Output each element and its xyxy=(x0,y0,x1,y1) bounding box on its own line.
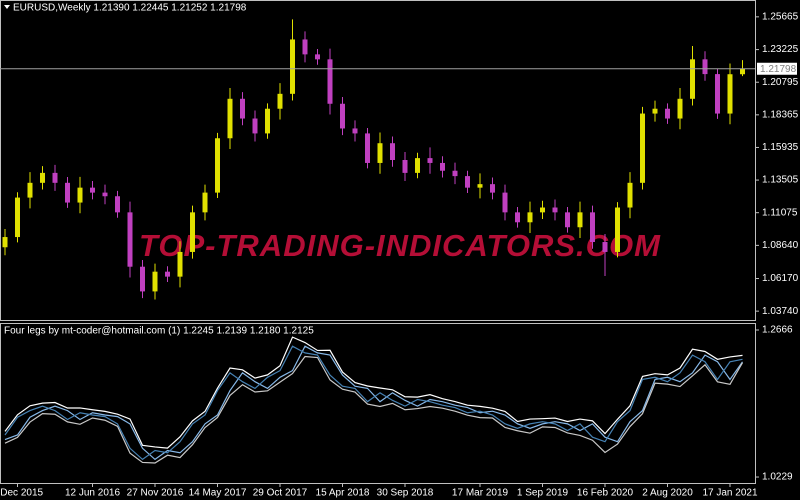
candle-body xyxy=(490,184,495,193)
x-tick-label: 2 Dec 2015 xyxy=(0,488,44,499)
indicator-line xyxy=(4,345,743,461)
main-frame xyxy=(0,0,756,321)
y-tick-label: 1.08640 xyxy=(762,240,799,251)
candle-body xyxy=(52,172,58,183)
candle-body xyxy=(627,182,633,208)
candle-body xyxy=(440,162,445,171)
x-tick-label: 2 Aug 2020 xyxy=(642,488,693,499)
menu-icon[interactable] xyxy=(4,5,10,9)
candle-body xyxy=(252,118,258,134)
chart-title: EURUSD,Weekly 1.21390 1.22445 1.21252 1.… xyxy=(13,3,247,14)
candle-body xyxy=(140,266,145,292)
candle-body xyxy=(552,207,558,213)
y-tick-label: 1.18365 xyxy=(762,109,799,120)
candle-body xyxy=(265,108,270,134)
candle-body xyxy=(665,108,670,119)
candle-body xyxy=(702,59,708,75)
candle-body xyxy=(290,39,295,94)
candle-body xyxy=(590,212,595,243)
candle-body xyxy=(577,212,583,228)
candle-body xyxy=(690,59,695,99)
y-tick-label: 1.25665 xyxy=(762,11,799,22)
y-tick-label: 1.0229 xyxy=(762,472,793,483)
y-tick-label: 1.20795 xyxy=(762,77,799,88)
candle-body xyxy=(277,93,283,109)
candle-body xyxy=(427,158,433,163)
candle-body xyxy=(152,271,158,292)
candle-body xyxy=(365,133,370,163)
y-tick-label: 1.2666 xyxy=(762,325,793,336)
candle-body xyxy=(540,207,545,213)
candle-body xyxy=(327,59,333,104)
candle-body xyxy=(352,128,358,134)
indicator-line xyxy=(4,336,743,449)
candle-body xyxy=(640,113,645,183)
indicator-title: Four legs by mt-coder@hotmail.com (1) 1.… xyxy=(4,326,314,337)
y-tick-label: 1.11075 xyxy=(762,207,798,218)
candle-body xyxy=(415,158,420,173)
x-tick-label: 15 Apr 2018 xyxy=(316,488,370,499)
candle-body xyxy=(527,212,533,223)
candle-body xyxy=(390,143,395,160)
candle-body xyxy=(615,207,620,252)
candle-body xyxy=(377,143,383,163)
candle-body xyxy=(302,39,308,55)
candle-body xyxy=(515,212,520,223)
candle-body xyxy=(227,98,233,139)
candle-body xyxy=(565,212,570,228)
candle-body xyxy=(402,160,408,173)
x-tick-label: 27 Nov 2016 xyxy=(127,488,184,499)
candle-body xyxy=(2,237,8,248)
candle-body xyxy=(15,197,20,238)
candle-body xyxy=(215,138,220,193)
x-tick-label: 1 Sep 2019 xyxy=(517,488,569,499)
x-tick-label: 17 Jan 2021 xyxy=(702,488,757,499)
current-price-label: 1.21798 xyxy=(760,64,797,75)
candle-body xyxy=(452,170,458,177)
candle-body xyxy=(677,98,683,119)
candle-body xyxy=(740,68,745,75)
indicator-line xyxy=(4,355,744,464)
watermark: TOP-TRADING-INDICATORS.COM xyxy=(139,228,661,263)
candle-body xyxy=(465,176,470,188)
candle-body xyxy=(315,54,320,60)
candle-body xyxy=(502,192,508,213)
x-tick-label: 17 Mar 2019 xyxy=(452,488,509,499)
x-tick-label: 29 Oct 2017 xyxy=(253,488,308,499)
candle-body xyxy=(65,182,70,203)
candle-body xyxy=(77,187,83,203)
y-tick-label: 1.06170 xyxy=(762,273,799,284)
candle-body xyxy=(190,212,195,252)
candle-body xyxy=(202,192,208,213)
x-tick-label: 12 Jun 2016 xyxy=(65,488,120,499)
indicator-frame xyxy=(0,323,756,484)
candle-body xyxy=(340,103,345,129)
candle-body xyxy=(102,192,108,197)
candle-body xyxy=(27,182,33,198)
indicator-line xyxy=(4,345,743,461)
y-tick-label: 1.13505 xyxy=(762,175,799,186)
candle-body xyxy=(115,196,120,213)
candle-body xyxy=(165,271,170,277)
y-tick-label: 1.23225 xyxy=(762,44,799,55)
y-tick-label: 1.03740 xyxy=(762,306,799,317)
candle-body xyxy=(715,74,720,114)
candle-body xyxy=(240,98,245,119)
x-tick-label: 30 Sep 2018 xyxy=(377,488,434,499)
candle-body xyxy=(177,251,183,277)
x-tick-label: 14 May 2017 xyxy=(189,488,247,499)
candle-body xyxy=(127,212,133,267)
candle-body xyxy=(90,187,95,193)
candle-body xyxy=(40,172,45,183)
candle-body xyxy=(477,184,483,188)
candle-body xyxy=(602,242,608,252)
candle-body xyxy=(727,74,733,114)
y-tick-label: 1.15935 xyxy=(762,142,799,153)
current-price-box xyxy=(757,62,797,75)
x-tick-label: 16 Feb 2020 xyxy=(577,488,634,499)
candle-body xyxy=(652,108,658,114)
